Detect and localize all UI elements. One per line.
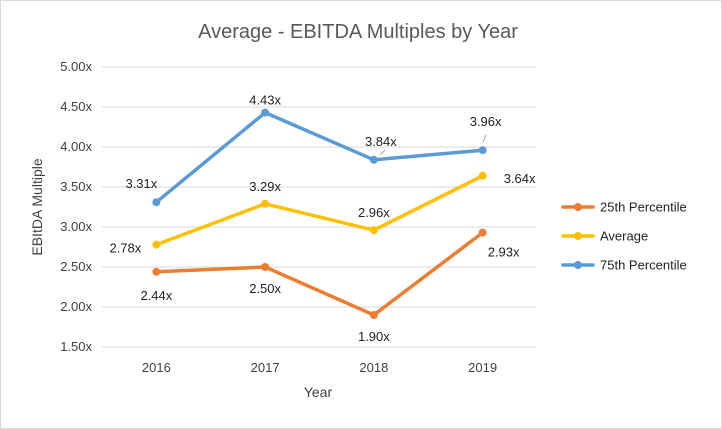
y-tick-label: 2.50x	[60, 259, 92, 274]
y-tick-label: 3.00x	[60, 219, 92, 234]
legend-label-25th-percentile: 25th Percentile	[600, 200, 687, 215]
data-label: 2.93x	[488, 245, 520, 260]
y-axis-ticks: 1.50x 2.00x 2.50x 3.00x 3.50x 4.00x 4.50x 5.00x	[60, 59, 92, 354]
y-tick-label: 5.00x	[60, 59, 92, 74]
legend-label-75th-percentile: 75th Percentile	[600, 258, 687, 273]
series-line-25th-percentile	[154, 230, 485, 317]
legend-marker-75th-percentile	[574, 261, 582, 269]
y-tick-label: 3.50x	[60, 179, 92, 194]
legend-marker-average	[574, 232, 582, 240]
x-axis-title: Year	[304, 384, 333, 400]
y-axis-title: EBItDA Multiple	[29, 158, 45, 255]
data-point-75th-percentile	[369, 155, 378, 164]
data-point-25th-percentile	[478, 228, 487, 237]
data-point-average	[152, 240, 161, 249]
y-tick-label: 4.50x	[60, 99, 92, 114]
data-point-average	[369, 226, 378, 235]
y-tick-label: 4.00x	[60, 139, 92, 154]
data-label: 3.31x	[125, 176, 157, 191]
series-line-75th-percentile	[154, 110, 485, 204]
x-axis-ticks: 2016 2017 2018 2019	[142, 360, 497, 375]
gridlines	[102, 66, 537, 348]
series-line-average	[154, 174, 485, 247]
legend-marker-25th-percentile	[574, 203, 582, 211]
data-point-25th-percentile	[152, 267, 161, 276]
data-label: 2.50x	[249, 281, 281, 296]
data-point-75th-percentile	[152, 198, 161, 207]
x-tick-label: 2018	[359, 360, 388, 375]
data-label: 3.29x	[249, 179, 281, 194]
data-point-average	[261, 199, 270, 208]
data-labels: 2.44x 2.50x 1.90x 2.93x 2.78x 3.29x 2.96x 3.64x…	[109, 93, 536, 344]
legend-label-average: Average	[600, 229, 648, 244]
data-point-25th-percentile	[369, 311, 378, 319]
data-point-75th-percentile	[261, 108, 270, 117]
data-label: 3.84x	[365, 134, 397, 149]
y-tick-label: 2.00x	[60, 299, 92, 314]
data-label: 3.64x	[504, 171, 536, 186]
x-tick-label: 2019	[468, 360, 497, 375]
data-point-25th-percentile	[261, 263, 270, 271]
data-point-average	[478, 171, 487, 180]
y-tick-label: 1.50x	[60, 339, 92, 354]
data-label: 2.44x	[140, 288, 172, 303]
data-label: 2.96x	[358, 205, 390, 220]
data-label: 3.96x	[470, 114, 502, 129]
data-point-75th-percentile	[478, 146, 487, 155]
label-leader-line	[482, 134, 487, 143]
data-label: 1.90x	[358, 329, 390, 344]
label-leader-line	[379, 149, 386, 156]
chart-title: Average - EBITDA Multiples by Year	[198, 21, 518, 43]
data-label: 2.78x	[109, 241, 141, 256]
data-label: 4.43x	[249, 93, 281, 108]
x-tick-label: 2016	[142, 360, 171, 375]
series-group	[152, 108, 487, 319]
x-tick-label: 2017	[251, 360, 280, 375]
legend: 25th Percentile Average 75th Percentile	[561, 200, 687, 273]
